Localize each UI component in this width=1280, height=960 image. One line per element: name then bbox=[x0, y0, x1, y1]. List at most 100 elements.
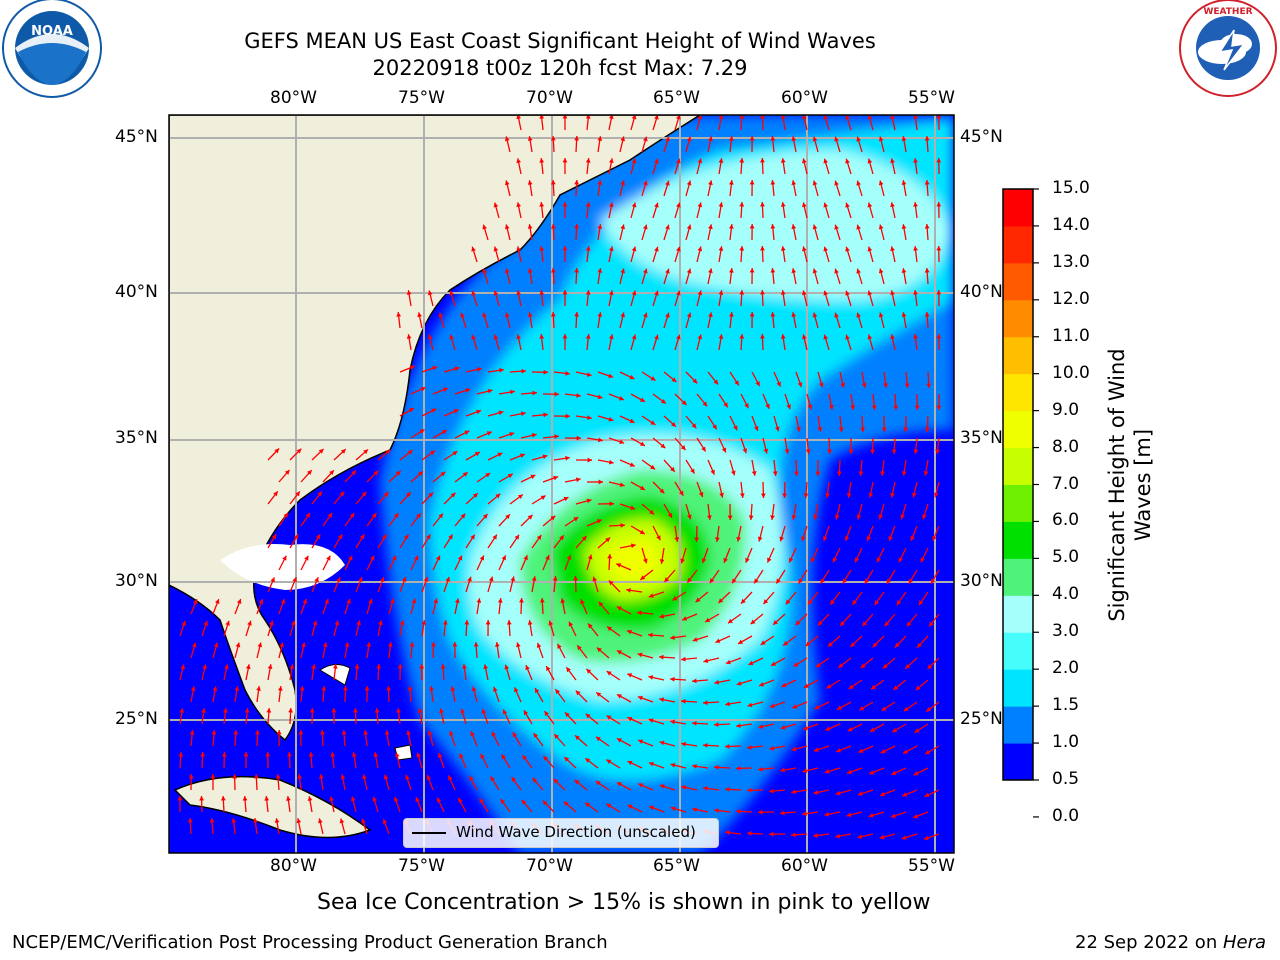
wave-direction-arrowhead bbox=[361, 818, 366, 824]
wave-direction-arrowhead bbox=[654, 246, 659, 252]
wave-direction-arrowhead bbox=[758, 766, 763, 772]
wave-direction-arrowhead bbox=[648, 675, 654, 680]
wave-direction-arrowhead bbox=[448, 775, 453, 781]
wave-direction-arrowhead bbox=[767, 557, 772, 563]
wave-direction-arrowhead bbox=[386, 686, 392, 691]
wave-direction-arrowhead bbox=[470, 731, 475, 737]
wave-direction-arrowhead bbox=[780, 767, 785, 773]
wave-direction-arrowhead bbox=[936, 202, 942, 207]
wave-direction-arrowhead bbox=[936, 115, 942, 119]
wave-direction-arrowhead bbox=[638, 783, 644, 788]
wave-direction-arrowhead bbox=[813, 514, 818, 520]
wave-direction-arrowhead bbox=[812, 268, 818, 274]
wave-direction-arrowhead bbox=[341, 730, 347, 735]
wave-direction-arrowhead bbox=[856, 136, 861, 142]
wave-direction-arrowhead bbox=[276, 730, 282, 735]
wave-direction-arrowhead bbox=[900, 514, 905, 520]
wave-direction-arrowhead bbox=[383, 491, 389, 497]
wave-direction-arrowhead bbox=[527, 620, 533, 625]
wave-direction-arrowhead bbox=[660, 443, 666, 449]
wave-direction-arrowhead bbox=[868, 813, 874, 818]
wave-direction-arrowhead bbox=[878, 268, 884, 274]
svg-text:WEATHER: WEATHER bbox=[1203, 7, 1252, 17]
wave-direction-arrowhead bbox=[510, 576, 516, 582]
wave-direction-arrowhead bbox=[913, 449, 919, 454]
wave-direction-arrowhead bbox=[519, 453, 525, 458]
colorbar-segment bbox=[1003, 299, 1033, 338]
wave-direction-arrowhead bbox=[901, 180, 907, 185]
wave-direction-arrowhead bbox=[550, 312, 556, 317]
wave-direction-arrowhead bbox=[825, 493, 830, 498]
wave-direction-arrowhead bbox=[825, 726, 831, 731]
colorbar-tick-label: 1.5 bbox=[1052, 695, 1080, 716]
wave-direction-arrowhead bbox=[438, 312, 444, 318]
wave-direction-arrowhead bbox=[329, 470, 334, 476]
wave-direction-arrowhead bbox=[676, 158, 681, 164]
wave-direction-arrowhead bbox=[763, 599, 769, 605]
wave-direction-arrowhead bbox=[713, 379, 719, 385]
wave-direction-arrowhead bbox=[211, 730, 217, 735]
wave-direction-arrowhead bbox=[936, 334, 942, 339]
wave-direction-arrowhead bbox=[442, 387, 448, 393]
wave-direction-arrowhead bbox=[495, 493, 501, 499]
wave-direction-arrowhead bbox=[630, 543, 636, 549]
wave-direction-arrowhead bbox=[846, 769, 852, 775]
wave-direction-arrowhead bbox=[725, 787, 730, 792]
wave-direction-arrowhead bbox=[314, 577, 319, 583]
wave-direction-arrowhead bbox=[597, 394, 603, 400]
wave-direction-arrowhead bbox=[725, 659, 731, 665]
wave-direction-arrowhead bbox=[497, 452, 503, 458]
wave-direction-arrowhead bbox=[697, 334, 703, 340]
lat-label-right: 35°N bbox=[960, 428, 1003, 448]
wave-direction-arrowhead bbox=[562, 334, 568, 339]
wave-direction-arrowhead bbox=[747, 702, 753, 708]
wave-direction-arrowhead bbox=[265, 752, 271, 757]
wave-direction-arrowhead bbox=[913, 158, 918, 163]
wave-direction-arrowhead bbox=[936, 246, 942, 251]
wave-direction-arrowhead bbox=[823, 246, 829, 252]
wave-direction-arrowhead bbox=[760, 158, 765, 163]
wave-direction-arrowhead bbox=[739, 246, 745, 251]
wave-direction-arrowhead bbox=[697, 290, 703, 296]
wave-direction-arrowhead bbox=[817, 427, 823, 432]
wave-direction-arrowhead bbox=[336, 577, 341, 583]
wave-direction-arrowhead bbox=[736, 536, 742, 542]
wave-direction-arrowhead bbox=[532, 390, 537, 396]
wave-direction-arrowhead bbox=[918, 600, 924, 606]
colorbar-segment bbox=[1003, 595, 1033, 633]
legend-line-icon bbox=[412, 832, 446, 834]
wave-direction-arrowhead bbox=[926, 707, 932, 712]
wave-direction-arrowhead bbox=[642, 180, 648, 186]
wave-direction-arrowhead bbox=[479, 798, 484, 804]
wave-direction-arrowhead bbox=[701, 446, 706, 452]
wave-direction-arrowhead bbox=[728, 180, 734, 185]
wave-direction-arrowhead bbox=[596, 519, 602, 524]
wave-direction-arrowhead bbox=[180, 664, 186, 670]
wave-direction-arrowhead bbox=[933, 492, 939, 498]
svg-text:NOAA: NOAA bbox=[31, 24, 73, 39]
wave-direction-arrowhead bbox=[348, 555, 353, 561]
wave-direction-arrowhead bbox=[385, 449, 391, 455]
wave-direction-arrowhead bbox=[915, 685, 921, 691]
wave-direction-arrowhead bbox=[485, 620, 491, 625]
wave-direction-arrowhead bbox=[631, 334, 637, 340]
wave-direction-arrowhead bbox=[857, 834, 863, 839]
wave-direction-arrowhead bbox=[517, 494, 523, 500]
wave-direction-arrowhead bbox=[296, 818, 302, 824]
wave-direction-arrowhead bbox=[670, 676, 675, 682]
wave-direction-arrowhead bbox=[794, 471, 799, 476]
wave-direction-arrowhead bbox=[881, 706, 887, 711]
wave-direction-arrowhead bbox=[423, 576, 429, 582]
wave-direction-arrowhead bbox=[562, 202, 568, 207]
wave-direction-arrowhead bbox=[876, 557, 882, 563]
wave-direction-arrowhead bbox=[368, 598, 373, 604]
wave-direction-arrowhead bbox=[824, 811, 830, 817]
wave-direction-arrowhead bbox=[703, 658, 709, 664]
legend-box: Wind Wave Direction (unscaled) bbox=[403, 818, 719, 848]
wave-direction-arrowhead bbox=[460, 708, 466, 714]
wave-direction-arrowhead bbox=[878, 224, 884, 230]
wave-direction-arrowhead bbox=[536, 534, 542, 540]
wave-direction-arrowhead bbox=[697, 246, 703, 252]
wave-direction-arrowhead bbox=[473, 642, 479, 647]
wave-direction-arrowhead bbox=[287, 752, 292, 757]
